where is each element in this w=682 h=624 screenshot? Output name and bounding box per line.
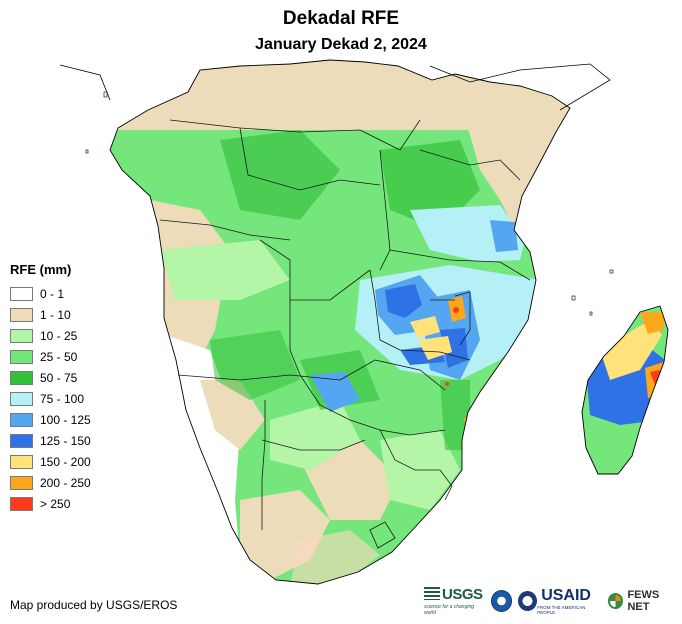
legend-label: 10 - 25 — [40, 328, 78, 343]
map-credit: Map produced by USGS/EROS — [10, 598, 178, 612]
usgs-tagline: science for a changing world — [424, 604, 475, 616]
legend-label: 200 - 250 — [40, 475, 91, 490]
legend: RFE (mm) 0 - 1 1 - 10 10 - 25 25 - 50 50… — [10, 262, 91, 514]
legend-item: 200 - 250 — [10, 472, 91, 493]
state-department-seal-icon — [518, 591, 538, 611]
legend-item: 25 - 50 — [10, 346, 91, 367]
legend-item: 0 - 1 — [10, 283, 91, 304]
usgs-wordmark: USGS — [442, 586, 483, 603]
legend-label: 100 - 125 — [40, 412, 91, 427]
legend-item: 50 - 75 — [10, 367, 91, 388]
legend-item: 125 - 150 — [10, 430, 91, 451]
legend-title: RFE (mm) — [10, 262, 72, 277]
legend-item: 75 - 100 — [10, 388, 91, 409]
legend-swatch — [10, 370, 33, 385]
legend-label: 1 - 10 — [40, 307, 71, 322]
usaid-tagline: FROM THE AMERICAN PEOPLE — [537, 605, 586, 615]
legend-swatch — [10, 412, 33, 427]
legend-label: > 250 — [40, 496, 71, 511]
legend-swatch — [10, 433, 33, 448]
mainland-rainfall-field — [110, 60, 570, 584]
map-subtitle: January Dekad 2, 2024 — [255, 36, 427, 53]
legend-label: 75 - 100 — [40, 391, 85, 406]
legend-swatch — [10, 307, 33, 322]
map-title: Dekadal RFE — [282, 8, 400, 29]
usaid-wordmark: USAID — [541, 587, 591, 604]
legend-label: 50 - 75 — [40, 370, 78, 385]
africa-coastline — [109, 59, 571, 585]
island-outlines — [85, 91, 614, 316]
usaid-logo: USAID FROM THE AMERICAN PEOPLE — [537, 587, 602, 615]
legend-swatch — [10, 475, 33, 490]
northern-coast-outline — [59, 63, 611, 111]
madagascar-coastline — [581, 305, 669, 475]
legend-swatch — [10, 349, 33, 364]
fews-net-globe-icon — [607, 593, 624, 609]
legend-swatch — [10, 496, 33, 511]
legend-item: 100 - 125 — [10, 409, 91, 430]
legend-label: 125 - 150 — [40, 433, 91, 448]
legend-item: 1 - 10 — [10, 304, 91, 325]
usgs-logo: USGS science for a changing world — [424, 586, 485, 616]
legend-label: 25 - 50 — [40, 349, 78, 364]
legend-item: > 250 — [10, 493, 91, 514]
legend-swatch — [10, 328, 33, 343]
agency-logos: USGS science for a changing world USAID … — [424, 586, 682, 616]
legend-item: 10 - 25 — [10, 325, 91, 346]
legend-label: 150 - 200 — [40, 454, 91, 469]
legend-swatch — [10, 454, 33, 469]
legend-swatch — [10, 391, 33, 406]
noaa-seal-icon — [490, 590, 513, 612]
usgs-wave-icon — [424, 587, 440, 600]
legend-item: 150 - 200 — [10, 451, 91, 472]
fews-net-wordmark: FEWS NET — [627, 589, 660, 613]
legend-swatch — [10, 286, 33, 301]
legend-label: 0 - 1 — [40, 286, 65, 301]
madagascar-rainfall-field — [582, 306, 668, 474]
country-borders — [159, 119, 531, 549]
